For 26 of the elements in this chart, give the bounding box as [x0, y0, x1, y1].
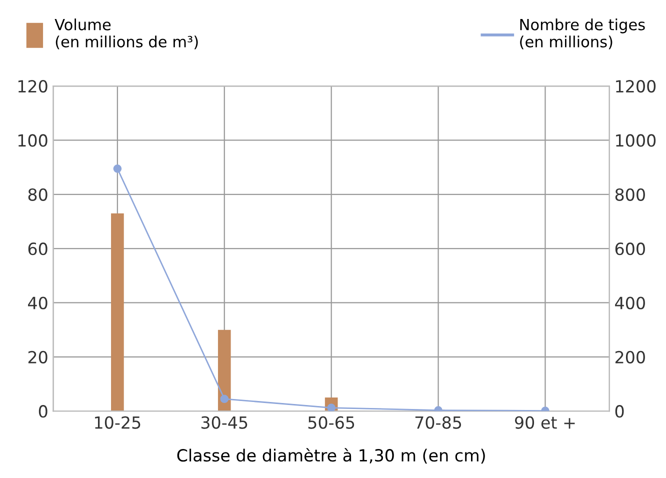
y2-tick-label: 800: [615, 188, 645, 201]
x-tick-label: 90 et +: [514, 416, 575, 429]
y-tick-label: 40: [28, 296, 48, 310]
bar: [218, 330, 231, 412]
y2-tick-label: 400: [615, 296, 645, 310]
x-tick-label: 30-45: [201, 416, 248, 429]
y-tick-label: 20: [28, 350, 48, 364]
legend-label: Nombre de tiges (en millions): [520, 18, 645, 50]
x-axis-title: Classe de diamètre à 1,30 m (en cm): [177, 448, 485, 464]
point: [220, 394, 229, 404]
x-tick-label: 70-85: [415, 416, 462, 429]
x-tick-label: 50-65: [308, 416, 354, 429]
y2-tick-label: 1000: [616, 134, 656, 147]
legend-label: Volume (en millions de m³): [54, 18, 198, 50]
y2-tick-label: 1200: [616, 80, 656, 93]
x-tick-label: 10-25: [95, 416, 140, 429]
y2-tick-label: 0: [615, 405, 624, 418]
y-tick-label: 120: [18, 80, 48, 93]
y2-tick-label: 600: [615, 242, 645, 256]
y-tick-label: 60: [28, 242, 48, 256]
y-tick-label: 100: [18, 134, 48, 147]
point: [113, 164, 122, 173]
y-tick-label: 0: [38, 405, 48, 418]
y-tick-label: 80: [28, 188, 48, 201]
y2-tick-label: 200: [615, 350, 645, 364]
bar: [111, 213, 124, 412]
